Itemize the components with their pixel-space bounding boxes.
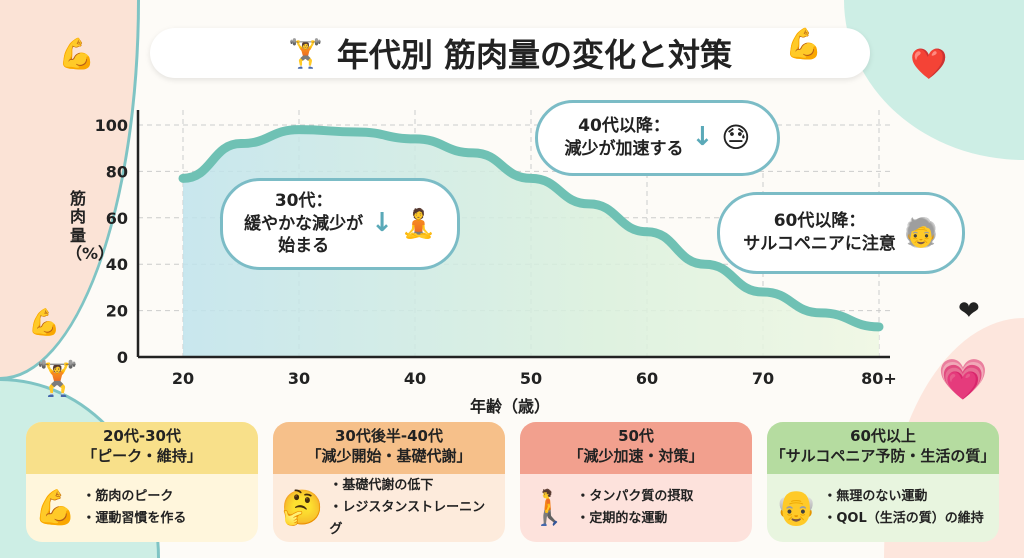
elderly-man-icon: 🧓 <box>903 216 939 250</box>
stage-card: 30代後半-40代 「減少開始・基礎代謝」 🤔 ・基礎代謝の低下・レジスタンストレー… <box>273 422 505 542</box>
stage-card: 20代-30代 「ピーク・維持」 💪 ・筋肉のピーク ・運動習慣を作る <box>26 422 258 542</box>
card-item: ・無理のない運動 <box>823 488 928 504</box>
gardening-elder-icon: 👴 <box>775 488 818 528</box>
flexed-arm-icon: 💪 <box>58 37 96 72</box>
x-tick-label: 80+ <box>861 369 897 388</box>
y-tick-label: 40 <box>106 255 128 274</box>
card-subtitle: 「減少加速・対策」 <box>568 446 704 465</box>
card-subtitle: 「ピーク・維持」 <box>82 446 202 465</box>
card-item: ・レジスタンストレーニング <box>329 499 486 538</box>
flexed-arm-icon: 💪 <box>785 27 823 62</box>
annotation-title: 40代以降： <box>578 116 670 137</box>
card-header: 30代後半-40代 「減少開始・基礎代謝」 <box>273 422 505 474</box>
heart-mascot-icon: 💗 <box>938 357 988 403</box>
x-tick-label: 50 <box>520 369 542 388</box>
down-arrow-icon: ↓ <box>371 208 393 239</box>
annotation-30s: 30代： 緩やかな減少が 始まる ↓ 🧘 <box>220 178 460 270</box>
card-item: ・運動習慣を作る <box>82 511 187 526</box>
card-item: ・QOL（生活の質）の維持 <box>823 511 984 526</box>
annotation-text: 緩やかな減少が <box>244 213 364 234</box>
y-tick-label: 100 <box>95 116 128 135</box>
card-header: 20代-30代 「ピーク・維持」 <box>26 422 258 474</box>
title-banner: 🏋 年代別 筋肉量の変化と対策 <box>150 28 870 78</box>
x-axis-label: 年齢（歳） <box>470 397 551 416</box>
page-title: 年代別 筋肉量の変化と対策 <box>336 36 733 74</box>
card-item: ・基礎代謝の低下 <box>329 477 434 493</box>
x-tick-label: 30 <box>288 369 310 388</box>
card-title: 30代後半-40代 <box>335 427 443 445</box>
card-header: 60代以上 「サルコペニア予防・生活の質」 <box>767 422 999 474</box>
annotation-60s: 60代以降： サルコペニアに注意 🧓 <box>717 192 965 274</box>
card-item: ・タンパク質の摂取 <box>576 488 694 504</box>
confused-woman-icon: 🤔 <box>281 488 324 528</box>
muscular-man-icon: 💪 <box>34 488 77 528</box>
y-tick-label: 20 <box>106 302 128 321</box>
dumbbell-icon: 🏋 <box>287 36 323 70</box>
annotation-40s: 40代以降： 減少が加速する ↓ 😓 <box>535 100 780 176</box>
y-tick-label: 80 <box>106 162 128 181</box>
card-item: ・定期的な運動 <box>576 511 668 526</box>
dumbbell-mascot-icon: 🏋 <box>36 359 79 399</box>
annotation-text: 減少が加速する <box>564 139 684 159</box>
annotation-text: 始まる <box>278 236 330 257</box>
down-arrow-icon: ↓ <box>691 122 714 153</box>
card-title: 50代 <box>618 427 654 445</box>
heart-arm-icon: ❤️ <box>910 47 948 82</box>
x-tick-label: 60 <box>636 369 658 388</box>
x-tick-label: 20 <box>172 369 194 388</box>
card-item: ・筋肉のピーク <box>82 488 174 504</box>
stage-card: 50代 「減少加速・対策」 🚶 ・タンパク質の摂取 ・定期的な運動 <box>520 422 752 542</box>
card-title: 60代以上 <box>850 427 916 445</box>
stair-climber-icon: 🚶 <box>528 488 571 528</box>
annotation-text: サルコペニアに注意 <box>743 234 896 254</box>
annotation-title: 60代以降： <box>773 211 866 232</box>
tired-man-icon: 😓 <box>721 121 751 155</box>
card-subtitle: 「サルコペニア予防・生活の質」 <box>770 446 996 465</box>
annotation-title: 30代： <box>274 190 333 211</box>
stage-card: 60代以上 「サルコペニア予防・生活の質」 👴 ・無理のない運動・QOL（生活の質）… <box>767 422 999 542</box>
y-tick-label: 60 <box>106 209 128 228</box>
y-axis-label: 筋肉量（%） <box>66 189 115 264</box>
flexed-arm-icon: 💪 <box>28 308 61 338</box>
x-tick-label: 70 <box>752 369 774 388</box>
card-header: 50代 「減少加速・対策」 <box>520 422 752 474</box>
card-subtitle: 「減少開始・基礎代謝」 <box>306 446 472 465</box>
x-tick-label: 40 <box>404 369 426 388</box>
y-tick-label: 0 <box>117 348 128 367</box>
card-title: 20代-30代 <box>103 427 181 445</box>
stretching-woman-icon: 🧘 <box>400 207 436 241</box>
heartbeat-icon: ❤ <box>958 296 980 326</box>
